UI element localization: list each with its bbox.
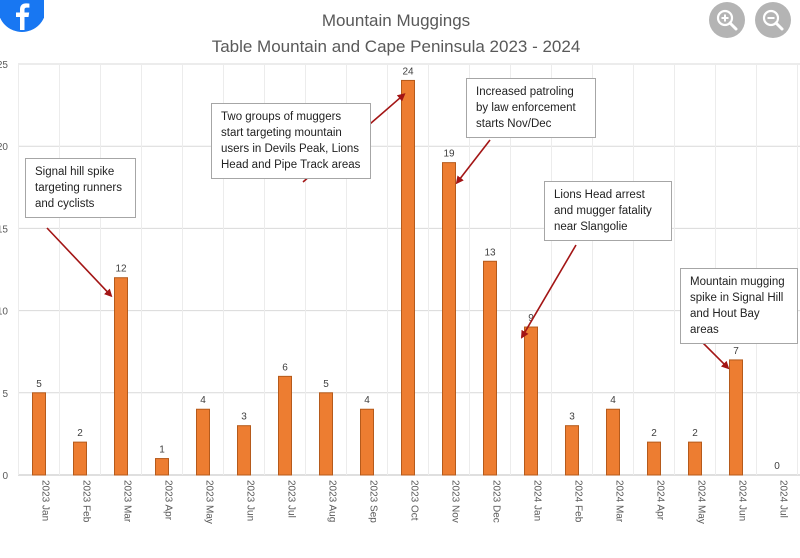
annotation-arrow: [46, 227, 113, 298]
data-label: 3: [569, 412, 575, 423]
x-tick-label: 2023 May: [204, 480, 215, 524]
bar-2023-dec: [483, 260, 497, 476]
x-tick-label: 2024 Mar: [614, 480, 625, 523]
data-label: 6: [282, 362, 288, 373]
y-tick-label: 20: [0, 142, 8, 153]
zoom-out-icon: [762, 9, 784, 31]
data-label: 12: [115, 264, 127, 275]
bar-2024-jun: [729, 359, 743, 476]
data-label: 4: [364, 395, 370, 406]
bar-2023-feb: [73, 441, 87, 476]
bar-2024-apr: [647, 441, 661, 476]
y-tick-label: 25: [0, 60, 8, 71]
bar-2024-jan: [524, 326, 538, 476]
bar-2023-jun: [237, 425, 251, 476]
data-label: 1: [159, 445, 165, 456]
bar-2024-feb: [565, 425, 579, 476]
x-tick-label: 2024 Apr: [655, 480, 666, 521]
x-tick-label: 2024 Jan: [532, 480, 543, 521]
data-label: 2: [692, 428, 698, 439]
x-tick-label: 2023 Jan: [40, 480, 51, 521]
y-tick-label: 15: [0, 224, 8, 235]
x-tick-label: 2023 Jun: [245, 480, 256, 521]
bar-2023-aug: [319, 392, 333, 476]
data-label: 0: [774, 461, 780, 472]
zoom-in-icon: [716, 9, 738, 31]
x-tick-label: 2023 Jul: [286, 480, 297, 518]
x-tick-label: 2024 Jul: [778, 480, 789, 518]
data-label: 24: [402, 66, 414, 77]
y-tick-label: 10: [0, 307, 8, 318]
bar-2023-jul: [278, 375, 292, 476]
data-label: 7: [733, 346, 739, 357]
annotation-arrow: [520, 244, 577, 339]
x-tick-label: 2024 Jun: [737, 480, 748, 521]
bar-2023-oct: [401, 79, 415, 476]
bar-2023-apr: [155, 458, 169, 476]
bar-2023-may: [196, 408, 210, 476]
chart-title: Mountain Muggings: [322, 11, 470, 30]
data-label: 3: [241, 412, 247, 423]
zoom-out-button[interactable]: [755, 2, 791, 38]
data-label: 2: [77, 428, 83, 439]
x-tick-label: 2023 Nov: [450, 480, 461, 523]
bar-2023-mar: [114, 277, 128, 476]
x-tick-label: 2023 Aug: [327, 480, 338, 522]
bar-2023-nov: [442, 162, 456, 476]
bar-2024-mar: [606, 408, 620, 476]
bar-2024-may: [688, 441, 702, 476]
facebook-logo-icon[interactable]: [0, 0, 46, 34]
annotation-two-groups-muggers: Two groups of muggers start targeting mo…: [211, 103, 371, 179]
x-tick-label: 2023 Mar: [122, 480, 133, 523]
y-tick-label: 0: [2, 471, 8, 482]
chart-subtitle: Table Mountain and Cape Peninsula 2023 -…: [212, 37, 581, 56]
annotation-hout-bay-spike: Mountain mugging spike in Signal Hill an…: [680, 268, 798, 344]
x-tick-label: 2024 Feb: [573, 480, 584, 523]
x-tick-label: 2023 Dec: [491, 480, 502, 523]
bar-2023-jan: [32, 392, 46, 476]
annotation-arrow: [455, 139, 491, 185]
zoom-in-button[interactable]: [709, 2, 745, 38]
data-label: 2: [651, 428, 657, 439]
annotation-signal-hill-spike: Signal hill spike targeting runners and …: [25, 158, 136, 218]
bar-2023-sep: [360, 408, 374, 476]
x-tick-label: 2024 May: [696, 480, 707, 524]
annotation-increased-patroling: Increased patroling by law enforcement s…: [466, 78, 596, 138]
data-label: 19: [443, 149, 455, 160]
data-label: 4: [610, 395, 616, 406]
x-tick-label: 2023 Apr: [163, 480, 174, 521]
data-label: 5: [323, 379, 329, 390]
data-label: 9: [528, 313, 534, 324]
x-tick-label: 2023 Oct: [409, 480, 420, 521]
y-tick-label: 5: [2, 389, 8, 400]
x-tick-label: 2023 Sep: [368, 480, 379, 523]
x-tick-label: 2023 Feb: [81, 480, 92, 523]
data-label: 4: [200, 395, 206, 406]
data-label: 13: [484, 247, 496, 258]
annotation-lions-head-arrest: Lions Head arrest and mugger fatality ne…: [544, 181, 672, 241]
data-label: 5: [36, 379, 42, 390]
